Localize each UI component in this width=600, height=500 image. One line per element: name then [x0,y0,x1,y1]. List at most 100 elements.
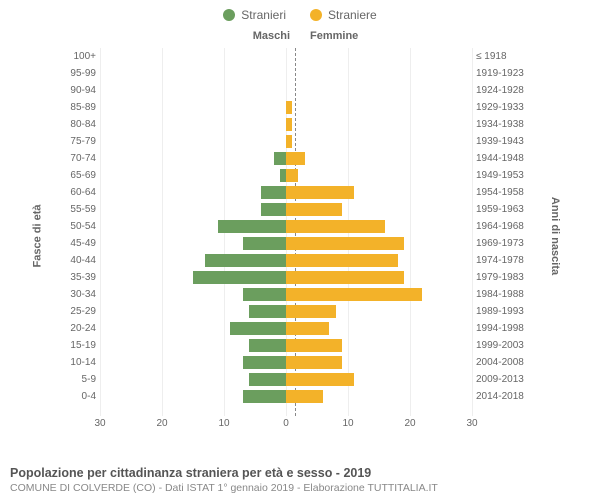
male-bar-side [100,354,286,371]
column-header-female: Femmine [310,30,358,42]
cohort-label: 1939-1943 [472,136,530,147]
cohort-label: 1919-1923 [472,68,530,79]
male-bar [193,271,286,284]
chart-footer: Popolazione per cittadinanza straniera p… [10,466,590,494]
female-bar [286,322,329,335]
male-bar-side [100,320,286,337]
bar-pair [100,235,472,252]
y-axis-label-right: Anni di nascita [549,197,561,275]
age-label: 20-24 [60,323,100,334]
bar-pair [100,184,472,201]
age-label: 35-39 [60,272,100,283]
male-bar [243,288,286,301]
male-bar [261,203,286,216]
pyramid-row: 15-191999-2003 [60,337,530,354]
male-bar-side [100,286,286,303]
age-label: 50-54 [60,221,100,232]
column-header-male: Maschi [253,30,290,42]
female-bar [286,203,342,216]
female-bar-side [286,184,472,201]
bar-pair [100,99,472,116]
female-bar-side [286,286,472,303]
cohort-label: 1994-1998 [472,323,530,334]
female-bar [286,101,292,114]
pyramid-row: 90-941924-1928 [60,82,530,99]
bar-pair [100,167,472,184]
x-tick: 30 [466,418,477,429]
bar-pair [100,371,472,388]
legend: Stranieri Straniere [0,0,600,26]
female-bar [286,135,292,148]
female-bar [286,288,422,301]
bar-pair [100,218,472,235]
female-bar-side [286,388,472,405]
female-bar-side [286,235,472,252]
age-label: 65-69 [60,170,100,181]
pyramid-row: 60-641954-1958 [60,184,530,201]
male-bar-side [100,99,286,116]
female-bar [286,390,323,403]
bar-pair [100,150,472,167]
age-label: 45-49 [60,238,100,249]
age-label: 80-84 [60,119,100,130]
male-bar-side [100,269,286,286]
cohort-label: 1969-1973 [472,238,530,249]
female-bar [286,220,385,233]
age-label: 95-99 [60,68,100,79]
female-bar-side [286,354,472,371]
age-label: 0-4 [60,391,100,402]
pyramid-row: 40-441974-1978 [60,252,530,269]
legend-label-male: Stranieri [241,8,286,22]
bar-pair [100,65,472,82]
female-bar-side [286,218,472,235]
bar-pair [100,303,472,320]
legend-item-female: Straniere [310,8,377,22]
female-bar-side [286,337,472,354]
age-label: 25-29 [60,306,100,317]
age-label: 75-79 [60,136,100,147]
female-bar-side [286,65,472,82]
pyramid-row: 30-341984-1988 [60,286,530,303]
male-bar-side [100,133,286,150]
male-bar-side [100,48,286,65]
pyramid-row: 45-49 1969-1973 [60,235,530,252]
male-bar [230,322,286,335]
female-bar-side [286,116,472,133]
cohort-label: 1959-1963 [472,204,530,215]
x-tick: 10 [342,418,353,429]
bar-pair [100,388,472,405]
cohort-label: ≤ 1918 [472,51,530,62]
pyramid-row: 65-691949-1953 [60,167,530,184]
male-bar [249,339,286,352]
cohort-label: 1989-1993 [472,306,530,317]
cohort-label: 1974-1978 [472,255,530,266]
cohort-label: 1944-1948 [472,153,530,164]
female-bar [286,254,398,267]
bar-pair [100,48,472,65]
female-bar-side [286,320,472,337]
x-ticks: 3020100102030 [100,418,472,432]
cohort-label: 2004-2008 [472,357,530,368]
cohort-label: 1964-1968 [472,221,530,232]
x-tick: 20 [156,418,167,429]
chart-area: Maschi Femmine Fasce di età Anni di nasc… [0,26,600,446]
bar-pair [100,201,472,218]
legend-swatch-female [310,9,322,21]
pyramid-row: 5-92009-2013 [60,371,530,388]
female-bar [286,356,342,369]
female-bar-side [286,167,472,184]
cohort-label: 2014-2018 [472,391,530,402]
male-bar-side [100,184,286,201]
female-bar [286,305,336,318]
pyramid-row: 95-99 1919-1923 [60,65,530,82]
cohort-label: 1954-1958 [472,187,530,198]
male-bar [243,390,286,403]
male-bar-side [100,388,286,405]
age-label: 15-19 [60,340,100,351]
pyramid-row: 100+≤ 1918 [60,48,530,65]
female-bar [286,118,292,131]
legend-swatch-male [223,9,235,21]
female-bar-side [286,371,472,388]
x-tick: 10 [218,418,229,429]
female-bar-side [286,303,472,320]
